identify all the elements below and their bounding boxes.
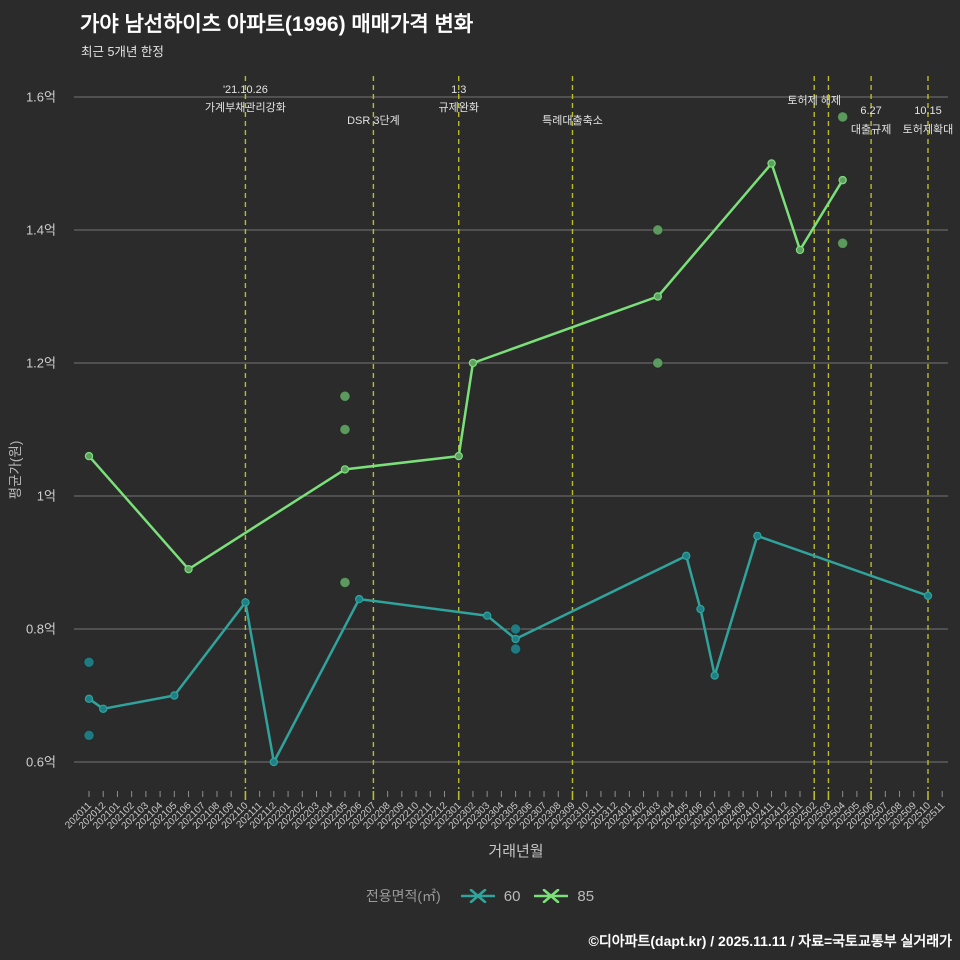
legend-label-60: 60: [503, 887, 521, 905]
legend-label-85: 85: [577, 887, 595, 905]
series-marker-85: [340, 465, 350, 474]
transaction-dot-60: [83, 656, 95, 668]
event-annotation: 특례대출축소: [542, 114, 603, 127]
transaction-dot-85: [652, 357, 664, 369]
event-annotation: DSR 3단계: [347, 114, 400, 127]
series-marker-85: [653, 292, 663, 301]
y-tick-label: 0.6억: [26, 755, 56, 770]
line-marker-60-icon: [460, 889, 495, 903]
series-marker-60: [682, 551, 691, 561]
transaction-dot-60: [510, 643, 522, 655]
series-marker-60: [753, 531, 762, 541]
event-annotation: 대출규제: [851, 123, 891, 136]
series-marker-85: [795, 245, 805, 255]
y-tick-label: 1억: [37, 489, 56, 504]
transaction-dot-60: [83, 729, 95, 741]
series-marker-60: [482, 611, 492, 620]
y-tick-label: 1.4억: [26, 223, 56, 238]
transaction-dot-85: [837, 111, 849, 123]
legend: 전용면적(㎡) 60 85: [0, 886, 960, 906]
event-annotation: '21.10.26: [223, 84, 268, 96]
y-tick-label: 0.8억: [26, 622, 56, 637]
series-marker-85: [838, 175, 847, 185]
x-axis-title: 거래년월: [488, 843, 544, 860]
series-marker-60: [354, 594, 364, 604]
transaction-dot-60: [510, 623, 522, 635]
series-marker-85: [468, 358, 478, 368]
series-marker-85: [184, 564, 193, 574]
transaction-dot-85: [339, 576, 351, 588]
event-annotation: 토허제 해제: [787, 93, 841, 107]
series-marker-85: [84, 451, 94, 461]
series-marker-60: [923, 591, 933, 600]
series-line-60: [87, 534, 930, 764]
series-marker-60: [269, 757, 279, 767]
transaction-dot-85: [339, 424, 351, 435]
series-marker-60: [170, 691, 179, 700]
series-line-85: [87, 162, 844, 571]
y-tick-label: 1.2억: [26, 356, 56, 371]
line-marker-85-icon: [534, 889, 569, 903]
series-marker-60: [99, 704, 108, 714]
series-marker-60: [84, 694, 94, 704]
series-marker-60: [241, 598, 250, 607]
event-annotation: 10.15: [914, 105, 942, 117]
transaction-dot-85: [837, 237, 849, 249]
transaction-dot-85: [652, 224, 664, 236]
series-marker-60: [710, 671, 719, 680]
legend-item-60[interactable]: 60: [460, 887, 521, 905]
page-subtitle: 최근 5개년 한정: [81, 45, 164, 59]
transaction-dot-85: [339, 390, 351, 402]
legend-item-85[interactable]: 85: [534, 888, 594, 905]
event-annotation: 토허제확대: [903, 123, 954, 136]
series-marker-60: [696, 604, 705, 614]
event-annotation: 가계부채관리강화: [205, 101, 286, 114]
series-marker-85: [454, 451, 463, 461]
attribution-footer: ©디아파트(dapt.kr) / 2025.11.11 / 자료=국토교통부 실…: [588, 933, 952, 949]
series-marker-60: [511, 634, 520, 644]
legend-title: 전용면적(㎡): [365, 888, 441, 904]
event-annotation: 6.27: [860, 105, 881, 117]
y-tick-label: 1.6억: [26, 90, 56, 105]
event-annotation: 1.3: [451, 84, 466, 96]
event-annotation: 규제완화: [438, 101, 478, 114]
page-title: 가야 남선하이츠 아파트(1996) 매매가격 변화: [80, 13, 474, 36]
series-marker-85: [767, 159, 776, 168]
